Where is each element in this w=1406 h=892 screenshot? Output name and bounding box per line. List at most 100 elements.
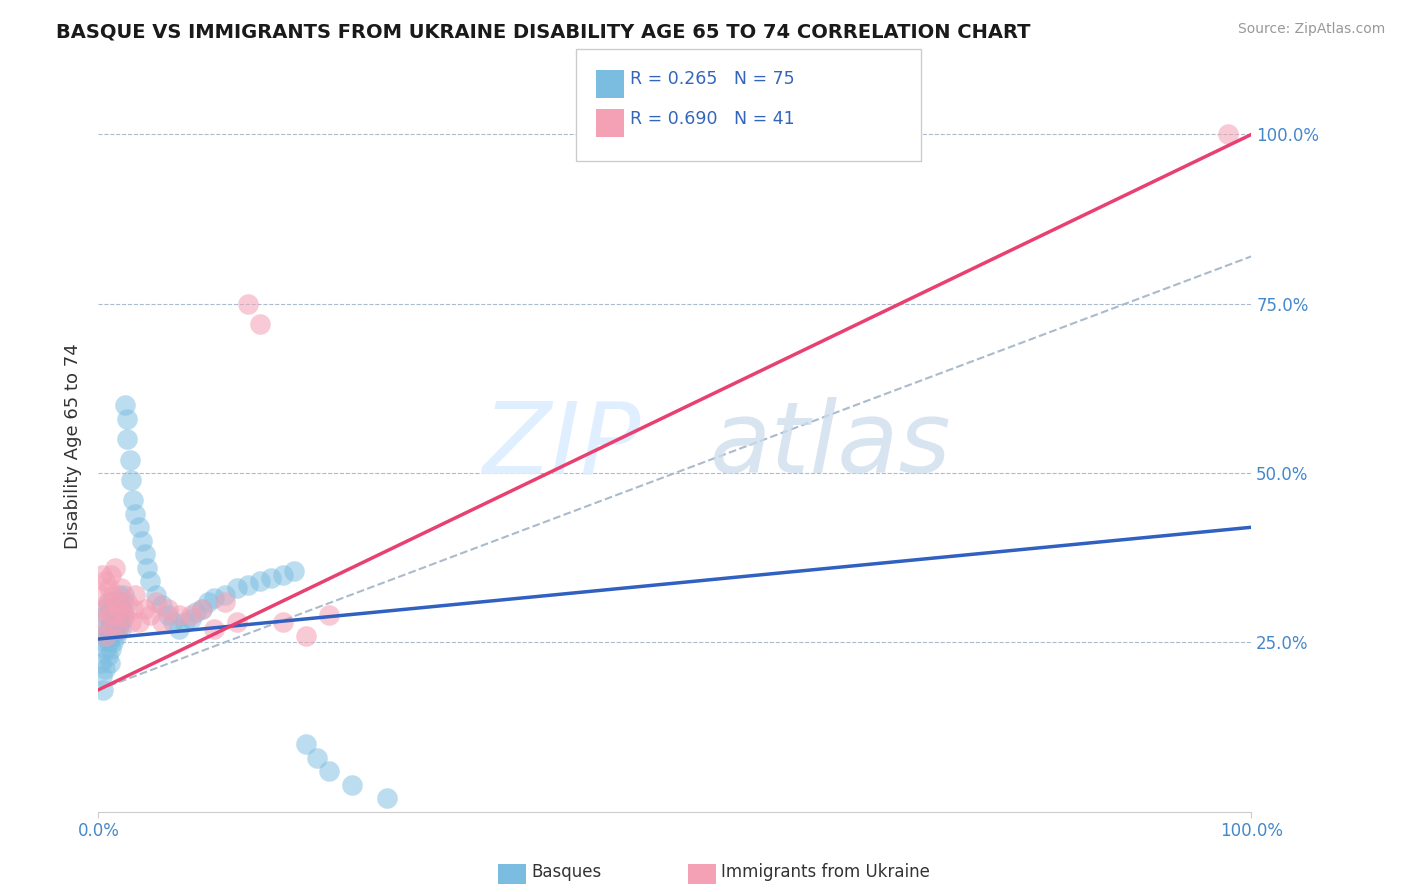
Point	[122, 493, 145, 508]
Point	[103, 622, 125, 636]
Text: R = 0.265   N = 75: R = 0.265 N = 75	[630, 70, 794, 88]
Point	[100, 642, 122, 657]
Point	[108, 601, 131, 615]
Point	[191, 601, 214, 615]
Point	[103, 588, 125, 602]
Point	[191, 601, 214, 615]
Point	[225, 581, 247, 595]
Point	[214, 595, 236, 609]
Text: Basques: Basques	[531, 863, 602, 881]
Text: Immigrants from Ukraine: Immigrants from Ukraine	[721, 863, 931, 881]
Point	[90, 669, 112, 683]
Point	[101, 629, 124, 643]
Point	[110, 615, 132, 629]
Point	[156, 608, 179, 623]
Point	[295, 629, 318, 643]
Point	[101, 622, 124, 636]
Point	[167, 608, 190, 623]
Point	[97, 595, 120, 609]
Point	[128, 520, 150, 534]
Point	[105, 595, 128, 609]
Point	[186, 605, 208, 619]
Y-axis label: Disability Age 65 to 74: Disability Age 65 to 74	[65, 343, 83, 549]
Point	[100, 615, 122, 629]
Point	[93, 601, 115, 615]
Point	[271, 567, 294, 582]
Point	[105, 615, 128, 629]
Point	[104, 608, 127, 623]
Point	[94, 574, 117, 589]
Point	[98, 656, 121, 670]
Point	[249, 317, 271, 331]
Point	[104, 629, 127, 643]
Point	[122, 601, 145, 615]
Point	[197, 595, 219, 609]
Point	[150, 615, 173, 629]
Point	[128, 615, 150, 629]
Point	[107, 622, 129, 636]
Point	[318, 608, 340, 623]
Point	[260, 571, 283, 585]
Point	[117, 432, 139, 446]
Text: BASQUE VS IMMIGRANTS FROM UKRAINE DISABILITY AGE 65 TO 74 CORRELATION CHART: BASQUE VS IMMIGRANTS FROM UKRAINE DISABI…	[56, 22, 1031, 41]
Point	[131, 533, 153, 548]
Point	[108, 588, 131, 602]
Point	[238, 297, 260, 311]
Point	[112, 588, 135, 602]
Point	[93, 635, 115, 649]
Point	[180, 612, 202, 626]
Point	[134, 601, 156, 615]
Point	[117, 595, 139, 609]
Point	[87, 615, 110, 629]
Point	[94, 663, 117, 677]
Point	[238, 578, 260, 592]
Point	[202, 591, 225, 606]
Text: R = 0.690   N = 41: R = 0.690 N = 41	[630, 110, 794, 128]
Point	[100, 567, 122, 582]
Point	[145, 595, 167, 609]
Point	[139, 608, 162, 623]
Text: atlas: atlas	[710, 398, 950, 494]
Point	[112, 605, 135, 619]
Point	[104, 608, 127, 623]
Point	[114, 398, 136, 412]
Point	[112, 608, 135, 623]
Point	[96, 608, 118, 623]
Point	[103, 601, 125, 615]
Point	[97, 635, 120, 649]
Point	[97, 595, 120, 609]
Point	[103, 615, 125, 629]
Point	[340, 778, 363, 792]
Point	[225, 615, 247, 629]
Point	[90, 588, 112, 602]
Point	[96, 629, 118, 643]
Point	[117, 412, 139, 426]
Point	[110, 601, 132, 615]
Point	[271, 615, 294, 629]
Point	[202, 622, 225, 636]
Point	[97, 648, 120, 663]
Point	[1218, 128, 1240, 142]
Point	[103, 561, 125, 575]
Point	[139, 574, 162, 589]
Point	[93, 601, 115, 615]
Point	[94, 629, 117, 643]
Point	[110, 581, 132, 595]
Point	[108, 608, 131, 623]
Point	[101, 595, 124, 609]
Point	[98, 601, 121, 615]
Point	[105, 595, 128, 609]
Point	[107, 601, 129, 615]
Point	[90, 567, 112, 582]
Point	[97, 581, 120, 595]
Point	[103, 635, 125, 649]
Point	[180, 608, 202, 623]
Point	[87, 622, 110, 636]
Point	[167, 622, 190, 636]
Point	[124, 507, 146, 521]
Point	[97, 622, 120, 636]
Point	[90, 656, 112, 670]
Point	[214, 588, 236, 602]
Point	[110, 622, 132, 636]
Point	[118, 452, 141, 467]
